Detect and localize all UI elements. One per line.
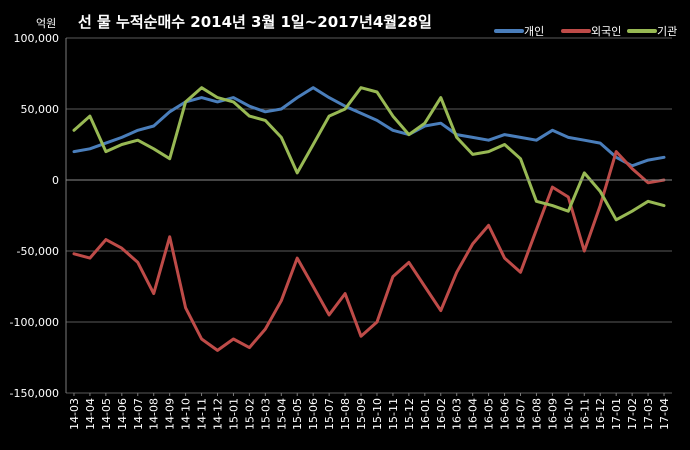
x-axis-ticks: 14-03 14-04 14-05 14-06 14-07 14-08 14-09 14-10…: [68, 393, 671, 430]
series-line-외국인: [72, 150, 666, 352]
y-tick-label: 50,000: [21, 103, 60, 116]
x-tick-label: 16-06: [499, 398, 512, 430]
x-tick-label: 14-07: [132, 398, 145, 430]
legend-label: 기관: [657, 25, 677, 38]
x-tick-label: 15-12: [403, 398, 416, 430]
x-tick-label: 14-09: [164, 398, 177, 430]
y-tick-label: 0: [52, 174, 59, 187]
series-line-개인: [72, 86, 666, 168]
series-line-기관: [72, 86, 666, 222]
x-tick-label: 14-06: [116, 398, 129, 430]
x-tick-label: 14-04: [84, 398, 97, 430]
x-tick-label: 14-03: [68, 398, 81, 430]
x-tick-label: 14-12: [212, 398, 225, 430]
x-tick-label: 16-12: [594, 398, 607, 430]
series-lines: [72, 86, 666, 352]
x-tick-label: 16-03: [451, 398, 464, 430]
x-tick-label: 17-01: [610, 398, 623, 430]
x-tick-label: 15-07: [323, 398, 336, 430]
x-tick-label: 16-04: [467, 398, 480, 430]
x-tick-label: 16-09: [546, 398, 559, 430]
x-tick-label: 15-08: [339, 398, 352, 430]
legend-label: 외국인: [591, 25, 621, 38]
x-tick-label: 15-05: [291, 398, 304, 430]
x-tick-label: 15-11: [387, 398, 400, 430]
x-tick-label: 16-07: [515, 398, 528, 430]
y-tick-label: -150,000: [10, 387, 59, 400]
x-tick-label: 16-01: [419, 398, 432, 430]
x-tick-label: 15-01: [227, 398, 240, 430]
y-axis-ticks: 100,000 50,000 0 -50,000 -100,000 -150,000: [10, 32, 59, 400]
x-tick-label: 15-02: [243, 398, 256, 430]
x-tick-label: 15-10: [371, 398, 384, 430]
x-tick-label: 15-09: [355, 398, 368, 430]
x-tick-label: 17-03: [642, 398, 655, 430]
x-tick-label: 17-04: [658, 398, 671, 430]
x-tick-label: 15-03: [259, 398, 272, 430]
y-tick-label: -50,000: [17, 245, 59, 258]
x-tick-label: 16-08: [530, 398, 543, 430]
x-tick-label: 16-10: [562, 398, 575, 430]
legend-label: 개인: [524, 25, 544, 38]
y-tick-label: 100,000: [14, 32, 60, 45]
x-tick-label: 17-02: [626, 398, 639, 430]
legend: 개인 외국인 기관: [494, 25, 677, 38]
y-axis-unit-label: 억원: [36, 17, 56, 30]
x-tick-label: 16-11: [578, 398, 591, 430]
x-tick-label: 14-05: [100, 398, 113, 430]
x-tick-label: 14-11: [196, 398, 209, 430]
x-tick-label: 14-10: [180, 398, 193, 430]
x-tick-label: 14-08: [148, 398, 161, 430]
y-tick-label: -100,000: [10, 316, 59, 329]
x-tick-label: 16-02: [435, 398, 448, 430]
chart-title: 선 물 누적순매수 2014년 3월 1일~2017년4월28일: [78, 13, 432, 31]
x-tick-label: 15-04: [275, 398, 288, 430]
x-tick-label: 16-05: [483, 398, 496, 430]
x-tick-label: 15-06: [307, 398, 320, 430]
